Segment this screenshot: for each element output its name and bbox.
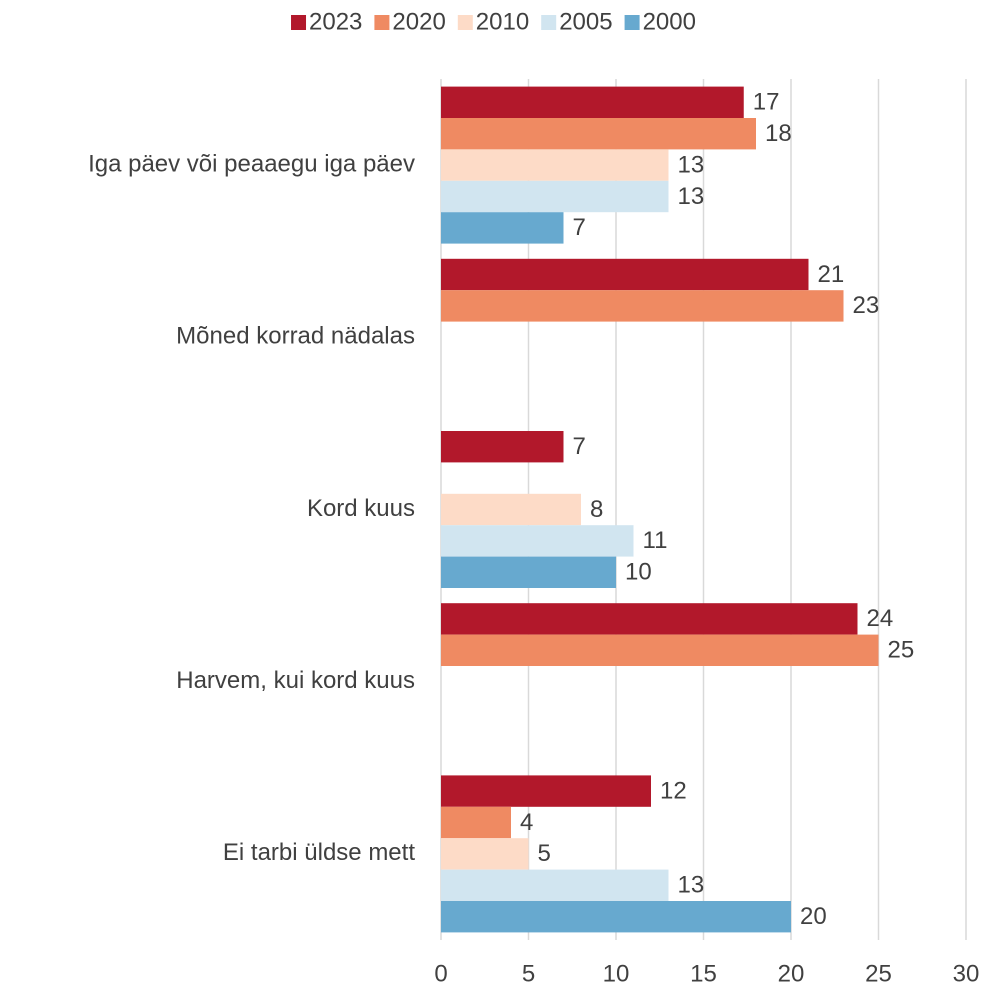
data-label: 10 xyxy=(625,559,652,586)
legend-swatch xyxy=(374,15,390,30)
data-label: 4 xyxy=(520,809,533,836)
category-label: Kord kuus xyxy=(307,495,415,522)
data-label: 24 xyxy=(867,605,894,632)
bar xyxy=(441,838,529,870)
legend-label: 2020 xyxy=(392,8,445,35)
bar xyxy=(441,212,564,244)
data-label: 13 xyxy=(678,183,705,210)
data-label: 13 xyxy=(678,151,705,178)
legend-label: 2010 xyxy=(476,8,529,35)
data-label: 12 xyxy=(660,777,687,804)
data-label: 7 xyxy=(573,433,586,460)
bar xyxy=(441,775,651,807)
data-label: 11 xyxy=(643,527,668,554)
x-tick-label: 15 xyxy=(690,960,717,987)
data-label: 5 xyxy=(538,840,551,867)
category-label: Harvem, kui kord kuus xyxy=(176,667,415,694)
bar xyxy=(441,493,581,526)
bar xyxy=(441,118,756,150)
data-label: 18 xyxy=(765,120,792,147)
category-label: Ei tarbi üldse mett xyxy=(223,839,415,866)
x-tick-label: 10 xyxy=(603,960,630,987)
data-label: 25 xyxy=(888,637,915,664)
x-tick-label: 0 xyxy=(434,960,447,987)
legend-swatch xyxy=(541,15,557,30)
x-tick-label: 5 xyxy=(522,960,535,987)
bar xyxy=(441,180,669,213)
category-label: Mõned korrad nädalas xyxy=(176,323,415,350)
data-label: 21 xyxy=(818,261,845,288)
data-label: 7 xyxy=(573,214,586,241)
data-label: 23 xyxy=(853,292,880,319)
bar xyxy=(441,290,844,322)
legend-swatch xyxy=(624,15,640,30)
bar xyxy=(441,556,616,588)
data-label: 13 xyxy=(678,872,705,899)
legend-swatch xyxy=(291,15,307,30)
bar xyxy=(441,603,858,635)
bar xyxy=(441,431,564,463)
bar xyxy=(441,869,669,901)
bar xyxy=(441,525,634,557)
data-label: 20 xyxy=(800,903,827,930)
x-tick-label: 25 xyxy=(865,960,892,987)
legend-label: 2005 xyxy=(559,8,612,35)
legend-swatch xyxy=(457,15,473,30)
bar xyxy=(441,634,879,666)
x-tick-label: 30 xyxy=(953,960,980,987)
bar xyxy=(441,149,669,181)
category-label: Iga päev või peaaegu iga päev xyxy=(88,150,415,177)
x-tick-label: 20 xyxy=(778,960,805,987)
data-label: 17 xyxy=(753,89,780,116)
bar xyxy=(441,901,791,933)
data-label: 8 xyxy=(590,496,603,523)
bar xyxy=(441,258,809,291)
bar xyxy=(441,86,744,118)
bar xyxy=(441,806,511,839)
legend-label: 2000 xyxy=(643,8,696,35)
legend-label: 2023 xyxy=(309,8,362,35)
